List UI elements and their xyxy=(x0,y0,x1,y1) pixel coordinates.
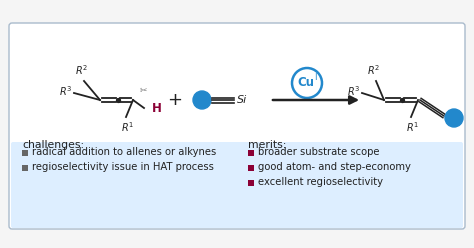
Text: +: + xyxy=(167,91,182,109)
Text: Si: Si xyxy=(237,95,247,105)
Text: H: H xyxy=(152,101,162,115)
Circle shape xyxy=(445,109,463,127)
Text: $R^2$: $R^2$ xyxy=(75,63,89,77)
FancyBboxPatch shape xyxy=(248,180,254,186)
Text: $R^1$: $R^1$ xyxy=(121,120,135,134)
Text: ✂: ✂ xyxy=(139,87,147,95)
Text: challenges:: challenges: xyxy=(22,140,84,150)
Text: broader substrate scope: broader substrate scope xyxy=(258,147,380,157)
FancyBboxPatch shape xyxy=(11,142,463,228)
Text: merits:: merits: xyxy=(248,140,286,150)
Circle shape xyxy=(193,91,211,109)
FancyBboxPatch shape xyxy=(248,164,254,171)
Text: regioselectivity issue in HAT process: regioselectivity issue in HAT process xyxy=(32,162,214,172)
Text: good atom- and step-economy: good atom- and step-economy xyxy=(258,162,411,172)
Text: excellent regioselectivity: excellent regioselectivity xyxy=(258,177,383,187)
Text: $R^3$: $R^3$ xyxy=(59,84,72,98)
Text: $R^2$: $R^2$ xyxy=(367,63,381,77)
Text: I: I xyxy=(314,72,316,82)
FancyBboxPatch shape xyxy=(22,150,28,155)
FancyBboxPatch shape xyxy=(248,150,254,155)
Text: $R^3$: $R^3$ xyxy=(346,84,360,98)
Text: $R^1$: $R^1$ xyxy=(406,120,419,134)
Text: radical addition to allenes or alkynes: radical addition to allenes or alkynes xyxy=(32,147,216,157)
FancyBboxPatch shape xyxy=(9,23,465,229)
FancyBboxPatch shape xyxy=(22,164,28,171)
Text: Cu: Cu xyxy=(298,76,315,90)
